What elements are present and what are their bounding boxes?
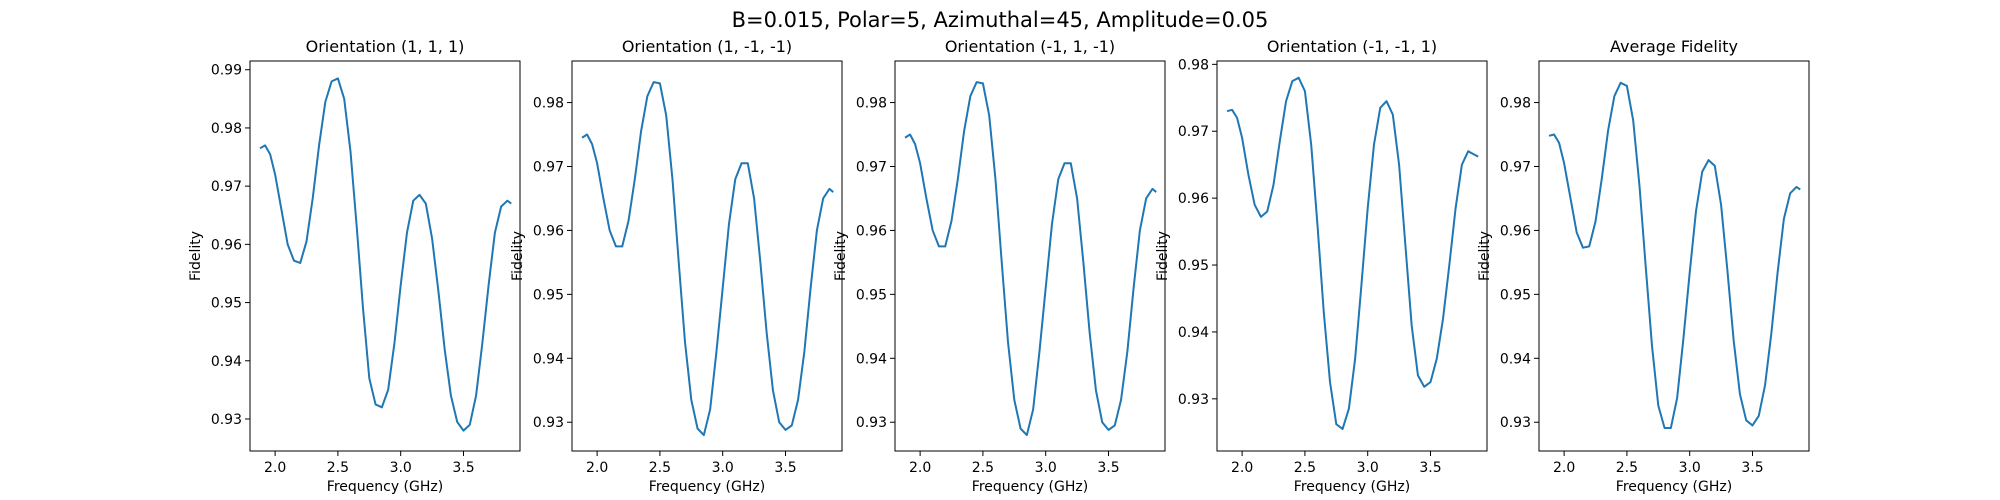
subplot-2: Orientation (1, -1, -1) 2.0 2.5 3.0 3.5 0.93 0…: [510, 37, 843, 495]
y-tick-label: 0.93: [211, 412, 242, 428]
y-tick-label: 0.98: [1178, 57, 1209, 73]
y-tick-label: 0.93: [1178, 392, 1209, 408]
plot-frame: [894, 60, 1166, 452]
x-tick-label: 2.5: [649, 460, 671, 476]
x-tick-label: 3.5: [774, 460, 796, 476]
x-axis-label: Frequency (GHz): [649, 479, 765, 495]
series-line-1: [581, 81, 834, 437]
y-tick-label: 0.93: [533, 415, 564, 431]
x-tick-label: 3.5: [452, 460, 474, 476]
y-tick-label: 0.96: [1178, 191, 1209, 207]
y-tick-label: 0.97: [1500, 159, 1531, 175]
y-tick-label: 0.97: [211, 179, 242, 195]
subplot-1: Orientation (1, 1, 1) 2.0 2.5 3.0 3.5 0.93 0.9…: [188, 37, 521, 495]
plot-frame: [1538, 60, 1810, 452]
plot-frame: [1216, 60, 1488, 452]
y-tick-label: 0.97: [1178, 124, 1209, 140]
x-tick-label: 2.0: [264, 460, 286, 476]
y-tick-label: 0.96: [533, 223, 564, 239]
y-tick-label: 0.94: [211, 354, 242, 370]
subplot-title: Orientation (-1, 1, -1): [945, 37, 1115, 56]
y-tick-label: 0.94: [533, 351, 564, 367]
y-tick-label: 0.97: [533, 159, 564, 175]
x-tick-label: 3.0: [1035, 460, 1057, 476]
subplot-4: Orientation (-1, -1, 1) 2.0 2.5 3.0 3.5 0.93 0…: [1155, 37, 1488, 495]
subplot-title: Orientation (-1, -1, 1): [1267, 37, 1437, 56]
y-tick-label: 0.94: [1178, 325, 1209, 341]
y-tick-label: 0.95: [1500, 287, 1531, 303]
y-tick-label: 0.98: [856, 96, 887, 112]
x-tick-label: 2.5: [1616, 460, 1638, 476]
x-tick-label: 2.0: [1231, 460, 1253, 476]
x-axis-label: Frequency (GHz): [1294, 479, 1410, 495]
y-tick-label: 0.98: [211, 121, 242, 137]
y-axis-label: Fidelity: [1155, 231, 1171, 281]
x-tick-label: 3.5: [1419, 460, 1441, 476]
y-tick-label: 0.93: [856, 415, 887, 431]
y-tick-label: 0.95: [856, 287, 887, 303]
subplot-title: Orientation (1, -1, -1): [622, 37, 792, 56]
plot-frame: [571, 60, 843, 452]
subplot-3: Orientation (-1, 1, -1) 2.0 2.5 3.0 3.5 0.93 0…: [833, 37, 1166, 495]
y-tick-label: 0.95: [533, 287, 564, 303]
subplot-5: Average Fidelity 2.0 2.5 3.0 3.5 0.93 0.94 0.95…: [1477, 37, 1810, 495]
x-tick-label: 2.0: [1553, 460, 1575, 476]
y-tick-label: 0.95: [1178, 258, 1209, 274]
y-tick-label: 0.94: [1500, 351, 1531, 367]
y-tick-label: 0.96: [211, 237, 242, 253]
y-tick-label: 0.98: [533, 96, 564, 112]
x-tick-label: 2.0: [586, 460, 608, 476]
y-tick-label: 0.98: [1500, 96, 1531, 112]
x-tick-label: 3.0: [1679, 460, 1701, 476]
series-line-1: [904, 81, 1157, 437]
subplot-title: Average Fidelity: [1610, 37, 1738, 56]
plot-frame: [249, 60, 521, 452]
x-tick-label: 2.0: [909, 460, 931, 476]
x-tick-label: 3.5: [1741, 460, 1763, 476]
y-axis-label: Fidelity: [188, 231, 204, 281]
y-tick-label: 0.96: [1500, 223, 1531, 239]
series-line-1: [1548, 81, 1801, 429]
x-tick-label: 3.0: [1357, 460, 1379, 476]
series-line-1: [259, 77, 512, 432]
y-tick-label: 0.97: [856, 159, 887, 175]
x-tick-label: 3.0: [712, 460, 734, 476]
subplot-title: Orientation (1, 1, 1): [306, 37, 465, 56]
y-tick-label: 0.93: [1500, 415, 1531, 431]
x-tick-label: 2.5: [972, 460, 994, 476]
x-tick-label: 2.5: [327, 460, 349, 476]
x-axis-label: Frequency (GHz): [327, 479, 443, 495]
y-tick-label: 0.95: [211, 296, 242, 312]
y-tick-label: 0.99: [211, 63, 242, 79]
x-axis-label: Frequency (GHz): [1616, 479, 1732, 495]
y-tick-label: 0.94: [856, 351, 887, 367]
x-tick-label: 2.5: [1294, 460, 1316, 476]
y-axis-label: Fidelity: [833, 231, 849, 281]
x-tick-label: 3.0: [390, 460, 412, 476]
y-tick-label: 0.96: [856, 223, 887, 239]
figure-suptitle: B=0.015, Polar=5, Azimuthal=45, Amplitud…: [732, 8, 1269, 32]
x-tick-label: 3.5: [1097, 460, 1119, 476]
y-axis-label: Fidelity: [510, 231, 526, 281]
y-axis-label: Fidelity: [1477, 231, 1493, 281]
series-line-1: [1226, 76, 1479, 430]
x-axis-label: Frequency (GHz): [972, 479, 1088, 495]
